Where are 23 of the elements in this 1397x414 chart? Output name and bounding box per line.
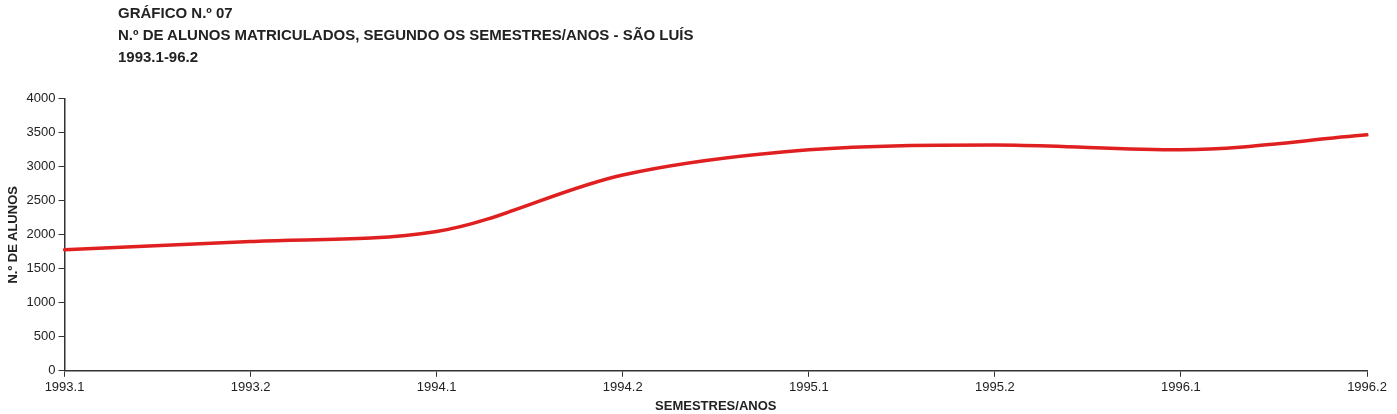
y-tick-label: 2500 <box>26 192 56 208</box>
y-tick-label: 1000 <box>26 294 56 310</box>
y-tick-label: 3000 <box>26 158 56 174</box>
y-tick-label: 2000 <box>26 226 56 242</box>
y-tick-label: 0 <box>48 362 56 378</box>
chart-subtitle: N.º DE ALUNOS MATRICULADOS, SEGUNDO OS SEMESTRES/ANOS - SÃO LUÍS <box>118 25 694 45</box>
x-tick-label: 1994.1 <box>416 379 457 395</box>
x-tick-label: 1993.2 <box>230 379 271 395</box>
x-tick-label: 1995.2 <box>974 379 1015 395</box>
y-tick-label: 4000 <box>26 90 56 106</box>
x-tick-label: 1994.2 <box>602 379 643 395</box>
x-tick-label: 1993.1 <box>44 379 85 395</box>
text: 1993.1-96.2 <box>118 47 200 67</box>
x-tick-label: 1996.1 <box>1161 379 1201 395</box>
x-tick-label: 1995.1 <box>788 379 829 395</box>
line-series <box>62 133 1369 252</box>
chart-title: GRÁFICO N.º 07 <box>118 3 234 23</box>
x-tick-label: 1996.2 <box>1347 379 1387 395</box>
y-axis-title: N.º DE ALUNOS <box>5 185 21 284</box>
x-axis-title: SEMESTRES/ANOS <box>655 397 777 413</box>
y-tick-label: 3500 <box>26 124 56 140</box>
y-tick-label: 500 <box>33 328 56 344</box>
y-tick-label: 1500 <box>26 260 56 276</box>
